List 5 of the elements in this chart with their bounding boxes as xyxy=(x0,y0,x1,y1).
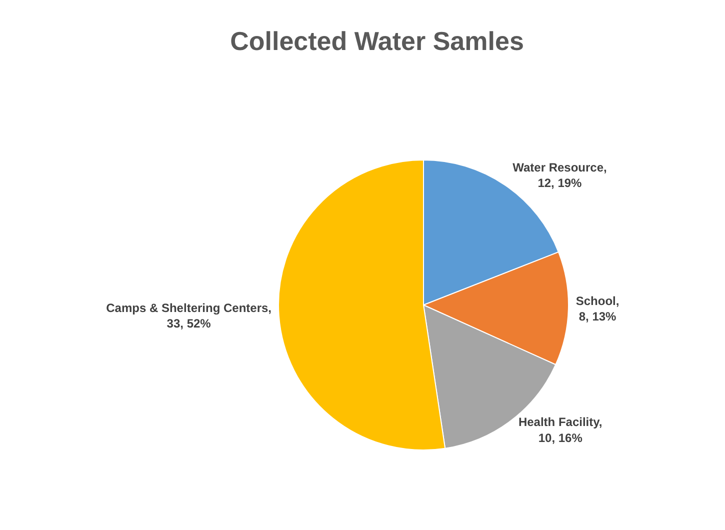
slice-label: School, 8, 13% xyxy=(576,294,620,324)
slice-label: Camps & Sheltering Centers, 33, 52% xyxy=(106,301,272,331)
slice-label: Water Resource, 12, 19% xyxy=(512,160,607,190)
chart-title: Collected Water Samles xyxy=(230,26,524,56)
slice-label: Health Facility, 10, 16% xyxy=(518,415,602,445)
